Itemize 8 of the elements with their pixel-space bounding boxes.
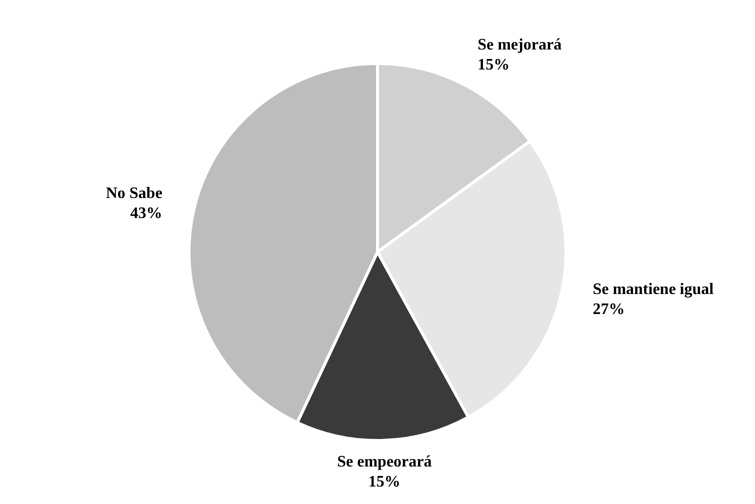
slice-label: Se empeorará bbox=[337, 454, 432, 471]
slice-label: No Sabe bbox=[106, 185, 162, 202]
data-label: 15% bbox=[368, 474, 400, 491]
data-label: 43% bbox=[130, 205, 162, 222]
slice-label: Se mejorará bbox=[478, 36, 562, 54]
data-label: 27% bbox=[592, 301, 625, 318]
data-label: 15% bbox=[478, 56, 510, 74]
slice-label: Se mantiene igual bbox=[592, 281, 714, 298]
